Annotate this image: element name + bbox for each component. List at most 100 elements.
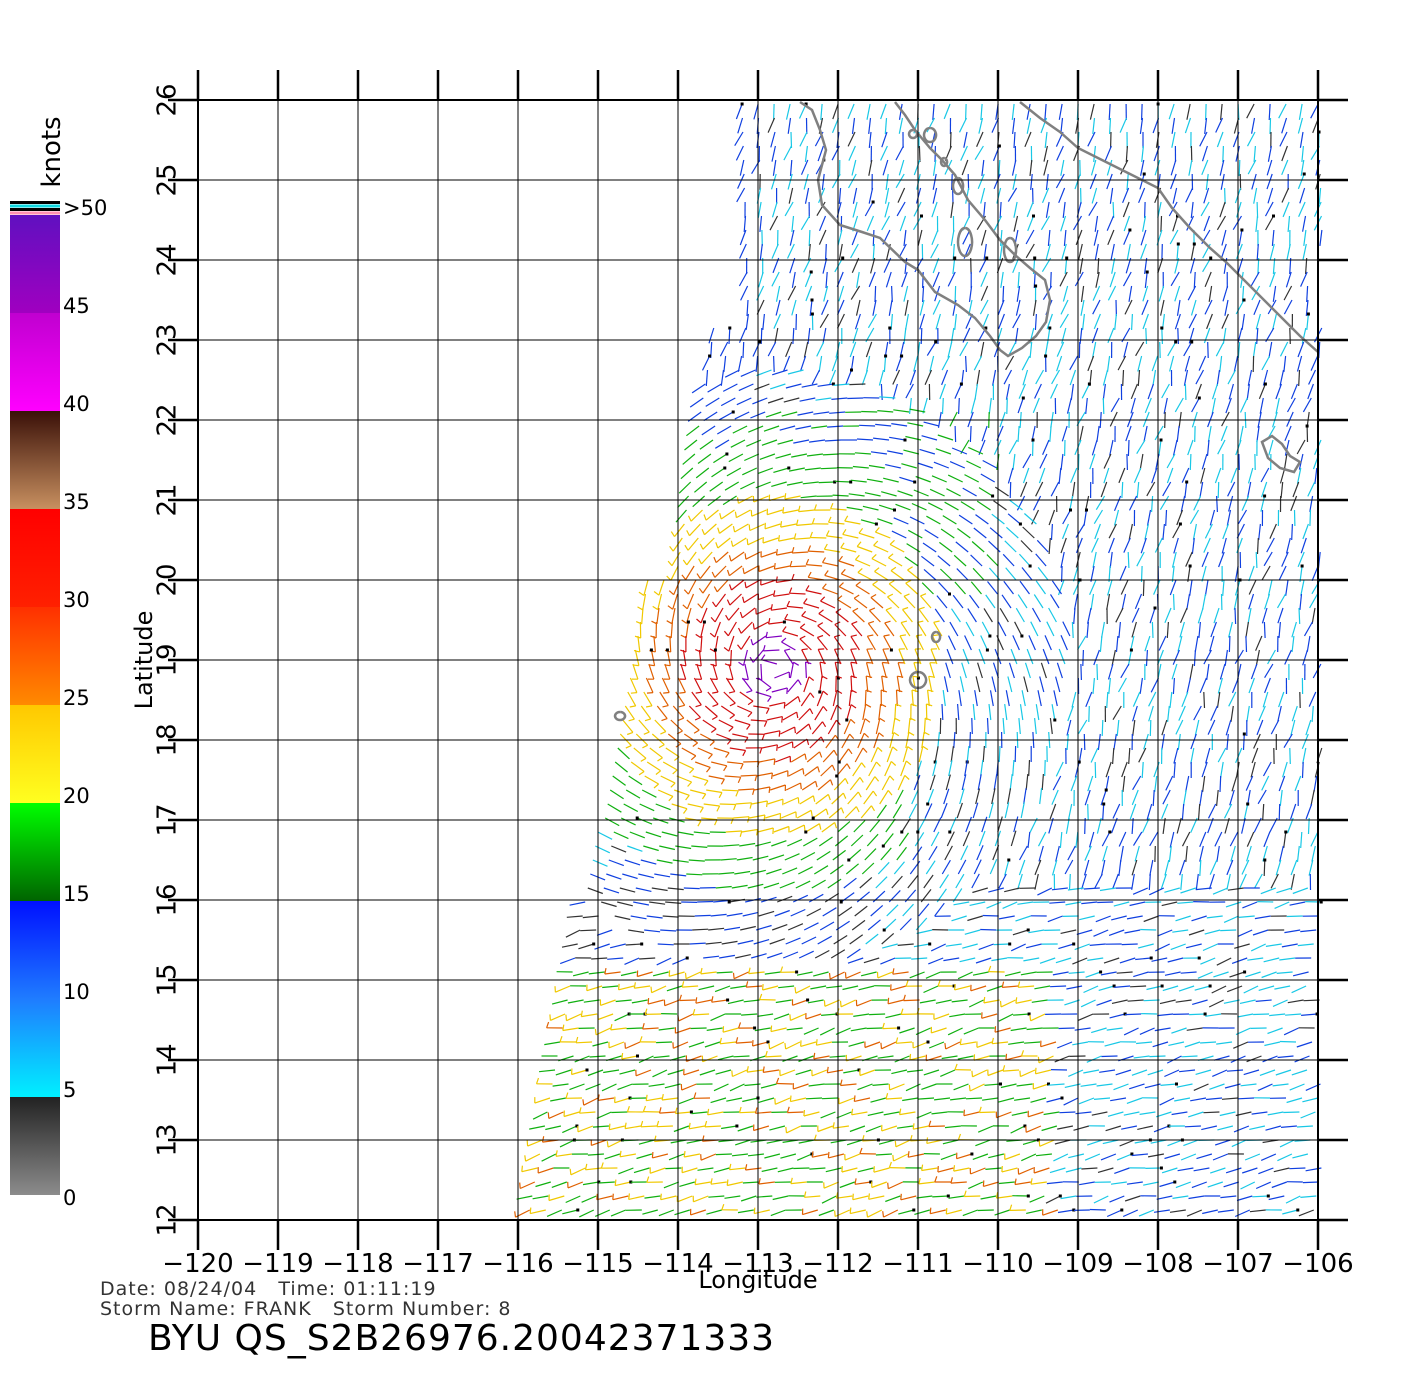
wind-barb-icon bbox=[1065, 817, 1070, 834]
wind-barb-icon bbox=[951, 999, 968, 1003]
wind-barb-icon bbox=[1121, 943, 1138, 946]
wind-barb-icon bbox=[722, 1027, 739, 1033]
wind-barb-icon bbox=[1120, 663, 1130, 679]
wind-barb-icon bbox=[773, 593, 790, 597]
rain-flag-dot bbox=[585, 1068, 589, 1072]
wind-barb-icon bbox=[1017, 873, 1023, 890]
wind-barb-feather bbox=[882, 661, 889, 664]
wind-barb-icon bbox=[1077, 635, 1087, 651]
wind-barb-icon bbox=[1118, 467, 1126, 484]
wind-barb-icon bbox=[723, 691, 736, 704]
wind-barb-icon bbox=[739, 159, 745, 176]
wind-barb-icon bbox=[662, 761, 678, 771]
wind-barb-icon bbox=[714, 985, 731, 993]
wind-barb-feather bbox=[971, 1070, 974, 1077]
rain-flag-dot bbox=[809, 270, 813, 274]
wind-barb-icon bbox=[1301, 1013, 1318, 1016]
wind-barb-icon bbox=[1087, 131, 1096, 147]
rain-flag-dot bbox=[1027, 1012, 1031, 1016]
wind-barb-icon bbox=[1267, 1027, 1283, 1035]
wind-barb-icon bbox=[1194, 719, 1200, 736]
wind-barb-icon bbox=[1053, 690, 1058, 707]
wind-barb-icon bbox=[728, 453, 744, 463]
lon-tick-label: −119 bbox=[242, 1249, 313, 1279]
rain-flag-dot bbox=[723, 466, 727, 470]
wind-barb-icon bbox=[765, 1055, 782, 1058]
wind-barb-icon bbox=[1141, 299, 1149, 316]
wind-barb-icon bbox=[950, 201, 954, 218]
wind-barb-icon bbox=[1132, 719, 1136, 736]
storm-name-label: Storm Name: FRANK bbox=[100, 1298, 312, 1320]
wind-barb-icon bbox=[881, 775, 891, 791]
wind-barb-icon bbox=[964, 635, 972, 651]
wind-barb-icon bbox=[793, 1083, 809, 1090]
wind-barb-icon bbox=[1101, 831, 1111, 847]
wind-barb-icon bbox=[615, 1181, 631, 1187]
wind-barb-icon bbox=[969, 594, 980, 609]
wind-barb-icon bbox=[1204, 929, 1221, 935]
wind-barb-icon bbox=[790, 753, 806, 763]
wind-barb-feather bbox=[709, 741, 715, 747]
wind-barb-icon bbox=[581, 1195, 597, 1203]
wind-barb-icon bbox=[1130, 383, 1138, 400]
wind-barb-icon bbox=[822, 453, 839, 456]
wind-barb-icon bbox=[1179, 621, 1185, 638]
wind-barb-icon bbox=[757, 201, 762, 218]
wind-barb-icon bbox=[577, 1125, 594, 1133]
wind-barb-icon bbox=[789, 662, 795, 679]
wind-barb-icon bbox=[1237, 257, 1244, 274]
wind-barb-icon bbox=[1194, 635, 1199, 652]
wind-barb-icon bbox=[820, 764, 833, 777]
wind-barb-icon bbox=[1093, 509, 1104, 525]
wind-barb-icon bbox=[1161, 901, 1178, 907]
wind-barb-feather bbox=[811, 517, 815, 525]
wind-barb-icon bbox=[550, 1097, 567, 1102]
wind-barb-icon bbox=[1106, 593, 1111, 610]
wind-barb-icon bbox=[695, 999, 712, 1004]
wind-barb-icon bbox=[710, 913, 727, 917]
wind-barb-feather bbox=[865, 703, 872, 708]
wind-barb-icon bbox=[956, 568, 969, 581]
wind-barb-icon bbox=[1207, 425, 1212, 442]
wind-barb-icon bbox=[656, 1041, 673, 1044]
wind-barb-icon bbox=[1089, 173, 1097, 190]
wind-barb-icon bbox=[968, 446, 984, 455]
wind-barb-icon bbox=[1089, 453, 1096, 470]
wind-barb-icon bbox=[747, 1153, 764, 1157]
wind-barb-icon bbox=[758, 271, 764, 288]
wind-barb-icon bbox=[1058, 648, 1066, 665]
wind-barb-icon bbox=[1112, 803, 1121, 819]
wind-barb-icon bbox=[953, 1167, 970, 1172]
lon-tick-label: −116 bbox=[482, 1249, 553, 1279]
wind-barb-icon bbox=[875, 1153, 892, 1156]
wind-barb-icon bbox=[853, 1013, 870, 1017]
wind-barb-feather bbox=[645, 1094, 648, 1101]
wind-barb-feather bbox=[798, 505, 801, 512]
wind-barb-icon bbox=[1245, 775, 1254, 791]
wind-barb-icon bbox=[880, 103, 887, 120]
wind-barb-icon bbox=[932, 173, 937, 190]
wind-barb-feather bbox=[851, 621, 858, 625]
wind-barb-feather bbox=[737, 776, 742, 784]
wind-barb-icon bbox=[1162, 985, 1179, 992]
wind-barb-icon bbox=[1188, 1111, 1204, 1118]
wind-barb-feather bbox=[687, 515, 692, 522]
wind-barb-feather bbox=[541, 1136, 545, 1143]
wind-barb-icon bbox=[753, 939, 770, 945]
wind-barb-feather bbox=[730, 540, 734, 547]
wind-barb-icon bbox=[1228, 635, 1231, 653]
wind-barb-icon bbox=[692, 928, 709, 931]
wind-barb-feather bbox=[840, 807, 845, 814]
wind-barb-feather bbox=[797, 696, 801, 703]
wind-barb-feather bbox=[729, 702, 736, 707]
wind-barb-icon bbox=[1251, 1111, 1268, 1115]
wind-barb-icon bbox=[1112, 201, 1115, 219]
wind-barb-icon bbox=[975, 514, 989, 525]
wind-barb-icon bbox=[797, 411, 814, 416]
wind-barb-icon bbox=[1019, 580, 1030, 595]
wind-barb-icon bbox=[1004, 704, 1008, 721]
wind-barb-icon bbox=[925, 860, 936, 875]
wind-barb-icon bbox=[1073, 1125, 1090, 1131]
wind-barb-icon bbox=[883, 1111, 900, 1116]
wind-barb-feather bbox=[963, 1109, 965, 1116]
